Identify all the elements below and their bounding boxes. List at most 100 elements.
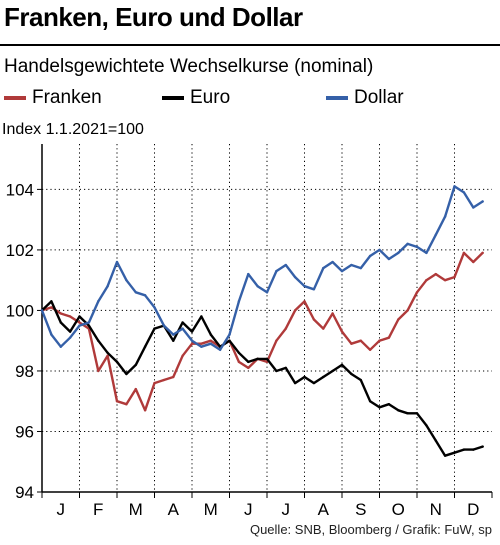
x-tick-label: F <box>93 500 103 519</box>
data-point-franken <box>415 291 419 294</box>
data-point-dollar <box>406 242 409 246</box>
x-tick-label: D <box>467 500 479 519</box>
data-point-dollar <box>97 300 100 303</box>
data-point-dollar <box>50 333 53 336</box>
data-point-euro <box>172 339 175 342</box>
data-point-franken <box>143 409 147 412</box>
data-point-franken <box>200 342 203 345</box>
legend-item-euro: Euro <box>162 87 230 109</box>
x-tick-label: N <box>430 500 442 519</box>
data-point-euro <box>481 445 484 448</box>
data-point-euro <box>78 315 81 318</box>
data-point-euro <box>275 369 278 373</box>
legend-label-euro: Euro <box>190 87 231 108</box>
legend-swatch-franken <box>4 96 26 100</box>
data-point-franken <box>443 278 447 282</box>
data-point-euro <box>293 381 297 385</box>
data-point-franken <box>303 300 306 303</box>
legend-label-franken: Franken <box>32 87 102 108</box>
x-tick-label: M <box>129 500 143 519</box>
data-point-dollar <box>256 285 259 288</box>
data-point-euro <box>331 369 334 373</box>
legend-label-dollar: Dollar <box>354 87 404 108</box>
chart-subtitle: Handelsgewichtete Wechselkurse (nominal) <box>4 56 374 77</box>
data-point-dollar <box>153 306 156 309</box>
data-point-dollar <box>415 245 419 249</box>
data-point-dollar <box>481 200 484 203</box>
data-point-dollar <box>340 269 344 273</box>
data-point-franken <box>472 260 475 264</box>
data-point-franken <box>453 275 456 279</box>
data-point-franken <box>340 330 344 333</box>
data-point-euro <box>143 345 147 348</box>
data-point-euro <box>453 451 456 454</box>
data-point-dollar <box>59 345 62 348</box>
data-point-franken <box>331 312 334 315</box>
data-point-dollar <box>40 309 44 312</box>
data-point-euro <box>256 357 259 361</box>
data-point-franken <box>350 342 353 345</box>
data-point-dollar <box>387 257 391 261</box>
data-point-euro <box>378 406 381 409</box>
x-tick-label: A <box>318 500 330 519</box>
data-point-euro <box>125 372 128 376</box>
data-point-euro <box>406 412 409 415</box>
data-point-franken <box>78 321 81 324</box>
y-tick-label: 100 <box>6 301 34 320</box>
data-point-franken <box>153 381 156 385</box>
data-point-franken <box>68 315 72 318</box>
y-tick-label: 104 <box>6 180 34 199</box>
y-tick-label: 96 <box>15 422 34 441</box>
data-point-dollar <box>134 291 137 294</box>
data-point-franken <box>97 369 100 373</box>
data-point-franken <box>209 339 212 342</box>
data-point-dollar <box>397 251 400 255</box>
y-tick-label: 98 <box>15 362 34 381</box>
title-rule <box>0 44 500 46</box>
data-point-euro <box>284 366 287 370</box>
data-point-franken <box>434 272 437 276</box>
data-point-dollar <box>472 206 475 209</box>
data-point-dollar <box>275 269 278 273</box>
data-point-euro <box>322 375 325 379</box>
data-point-dollar <box>106 285 109 288</box>
data-point-dollar <box>443 215 447 218</box>
data-point-franken <box>293 309 297 312</box>
data-point-franken <box>322 327 325 330</box>
data-point-euro <box>228 339 231 342</box>
data-point-euro <box>434 439 437 442</box>
data-point-franken <box>378 339 381 342</box>
data-point-dollar <box>359 266 362 270</box>
legend: Franken Euro Dollar <box>0 87 500 111</box>
data-point-dollar <box>293 275 297 279</box>
data-point-dollar <box>87 321 91 324</box>
x-tick-label: J <box>57 500 66 519</box>
data-point-dollar <box>200 345 203 348</box>
data-point-dollar <box>237 300 241 303</box>
data-point-franken <box>50 306 53 309</box>
data-point-franken <box>181 354 184 358</box>
data-point-dollar <box>68 336 72 339</box>
data-point-euro <box>359 378 362 382</box>
data-point-franken <box>162 378 166 382</box>
data-point-euro <box>190 330 194 333</box>
series-line-franken <box>40 251 484 412</box>
data-point-dollar <box>331 260 334 264</box>
data-point-euro <box>200 315 203 318</box>
data-point-euro <box>97 339 100 342</box>
y-axis-label: Index 1.1.2021=100 <box>2 121 144 138</box>
data-point-euro <box>87 324 91 327</box>
series-line-euro <box>40 300 484 457</box>
data-point-euro <box>59 321 62 324</box>
data-point-euro <box>368 400 372 403</box>
data-point-dollar <box>462 191 466 194</box>
data-point-franken <box>387 336 391 339</box>
data-point-dollar <box>265 291 269 294</box>
data-point-dollar <box>453 185 456 188</box>
data-point-euro <box>415 412 419 415</box>
data-point-dollar <box>228 333 231 336</box>
x-tick-label: J <box>282 500 291 519</box>
data-point-euro <box>425 424 428 427</box>
data-point-franken <box>172 375 175 379</box>
data-point-dollar <box>78 324 81 327</box>
